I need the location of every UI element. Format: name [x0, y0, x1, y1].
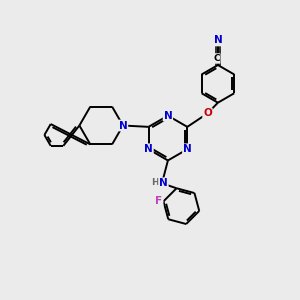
Text: O: O: [203, 108, 212, 118]
Text: F: F: [155, 196, 163, 206]
Text: C: C: [213, 54, 220, 63]
Text: N: N: [118, 121, 127, 130]
Text: N: N: [183, 144, 192, 154]
Text: H: H: [152, 178, 159, 187]
Text: N: N: [159, 178, 168, 188]
Text: N: N: [164, 111, 172, 121]
Text: N: N: [214, 35, 222, 46]
Text: N: N: [144, 144, 153, 154]
